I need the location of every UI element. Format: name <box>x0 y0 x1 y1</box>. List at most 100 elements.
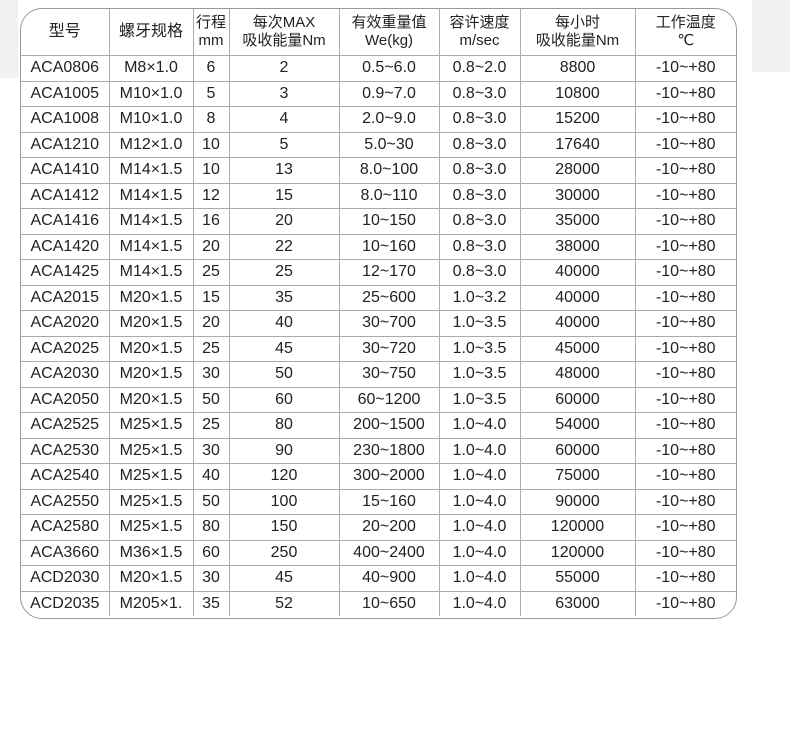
table-cell: ACA1412 <box>21 182 110 209</box>
header-text: 每次MAX <box>252 14 316 31</box>
table-cell: -10~+80 <box>634 463 736 490</box>
table-cell: 5 <box>192 80 230 107</box>
table-cell: -10~+80 <box>634 488 736 515</box>
table-cell: 1.0~3.2 <box>438 284 521 311</box>
table-cell: 10~150 <box>338 208 440 235</box>
table-row: ACA2540 M25×1.5 40 120 300~2000 1.0~4.0 75000-… <box>21 463 736 490</box>
table-cell: 38000 <box>519 233 636 260</box>
column-header: 行程 mm <box>192 9 230 56</box>
table-row: ACA2530 M25×1.5 30 90 230~1800 1.0~4.0 60000 -1… <box>21 437 736 464</box>
table-cell: 30 <box>192 565 230 592</box>
table-cell: 50 <box>228 361 340 388</box>
table-row: ACA2525 M25×1.5 25 80 200~1500 1.0~4.0 54000 -1… <box>21 412 736 439</box>
table-cell: 60~1200 <box>338 386 440 413</box>
table-cell: -10~+80 <box>634 539 736 566</box>
table-cell: 30~750 <box>338 361 440 388</box>
table-cell: 10 <box>192 157 230 184</box>
table-cell: 2.0~9.0 <box>338 106 440 133</box>
table-cell: 0.8~3.0 <box>438 208 521 235</box>
column-header: 容许速度 m/sec <box>438 9 521 56</box>
table-cell: 40000 <box>519 259 636 286</box>
table-cell: ACA2050 <box>21 386 110 413</box>
table-cell: M14×1.5 <box>108 182 194 209</box>
header-row: 型号 螺牙规格 行程 mm 每次MAX 吸收能量Nm 有效重量值 We(kg) 容许速度 m/se… <box>21 9 736 56</box>
table-cell: 25 <box>192 412 230 439</box>
table-cell: M12×1.0 <box>108 131 194 158</box>
table-cell: 30~700 <box>338 310 440 337</box>
table-cell: -10~+80 <box>634 106 736 133</box>
table-cell: 25 <box>192 335 230 362</box>
table-cell: ACA1005 <box>21 80 110 107</box>
table-cell: 15~160 <box>338 488 440 515</box>
header-text: m/sec <box>459 32 500 49</box>
table-cell: 1.0~4.0 <box>438 437 521 464</box>
header-text: mm <box>198 32 224 49</box>
table-cell: ACA1420 <box>21 233 110 260</box>
table-cell: -10~+80 <box>634 208 736 235</box>
table-cell: 0.8~3.0 <box>438 157 521 184</box>
header-text: 吸收能量Nm <box>242 32 326 49</box>
table-cell: 0.9~7.0 <box>338 80 440 107</box>
table-row: ACA1416 M14×1.5 16 20 10~150 0.8~3.0 35000 -10~… <box>21 208 736 235</box>
table-cell: M25×1.5 <box>108 488 194 515</box>
table-cell: 40~900 <box>338 565 440 592</box>
table-cell: 4 <box>228 106 340 133</box>
table-cell: 17640 <box>519 131 636 158</box>
table-cell: 8 <box>192 106 230 133</box>
table-cell: -10~+80 <box>634 437 736 464</box>
table-cell: 1.0~3.5 <box>438 310 521 337</box>
table-cell: M20×1.5 <box>108 386 194 413</box>
header-text: 每小时 <box>554 14 600 31</box>
table-cell: 35 <box>192 590 230 616</box>
table-cell: 45000 <box>519 335 636 362</box>
table-cell: M20×1.5 <box>108 335 194 362</box>
table-row: ACA2025 M20×1.5 25 45 30~720 1.0~3.5 45000 -10~… <box>21 335 736 362</box>
spec-table-container: 型号 螺牙规格 行程 mm 每次MAX 吸收能量Nm 有效重量值 We(kg) 容许速度 m/se… <box>20 8 737 619</box>
table-cell: ACD2030 <box>21 565 110 592</box>
table-cell: ACA2550 <box>21 488 110 515</box>
table-cell: 15 <box>228 182 340 209</box>
table-cell: M10×1.0 <box>108 80 194 107</box>
table-cell: ACA1008 <box>21 106 110 133</box>
table-cell: 300~2000 <box>338 463 440 490</box>
table-cell: 8800 <box>519 55 636 82</box>
table-cell: M20×1.5 <box>108 565 194 592</box>
table-cell: 50 <box>192 386 230 413</box>
table-cell: -10~+80 <box>634 259 736 286</box>
table-row: ACA2020 M20×1.5 20 40 30~700 1.0~3.5 40000 -10~… <box>21 310 736 337</box>
table-cell: 200~1500 <box>338 412 440 439</box>
table-cell: 90 <box>228 437 340 464</box>
table-cell: M20×1.5 <box>108 361 194 388</box>
table-cell: 0.8~3.0 <box>438 259 521 286</box>
table-row: ACA1210 M12×1.0 10 5 5.0~30 0.8~3.0 17640 -10~+… <box>21 131 736 158</box>
table-cell: 0.8~3.0 <box>438 131 521 158</box>
table-cell: 55000 <box>519 565 636 592</box>
table-cell: 30~720 <box>338 335 440 362</box>
table-cell: 52 <box>228 590 340 616</box>
header-text: ℃ <box>677 32 695 49</box>
table-cell: -10~+80 <box>634 80 736 107</box>
table-row: ACA2015 M20×1.5 15 35 25~600 1.0~3.2 40000 -10~… <box>21 284 736 311</box>
table-cell: 10800 <box>519 80 636 107</box>
table-row: ACA1425 M14×1.5 25 25 12~170 0.8~3.0 40000 -10~… <box>21 259 736 286</box>
header-text: 型号 <box>48 23 81 40</box>
table-cell: 12 <box>192 182 230 209</box>
table-row: ACA3660 M36×1.5 60 250 400~2400 1.0~4.0 120000… <box>21 539 736 566</box>
table-cell: M14×1.5 <box>108 157 194 184</box>
table-cell: 150 <box>228 514 340 541</box>
table-cell: ACA3660 <box>21 539 110 566</box>
table-cell: -10~+80 <box>634 233 736 260</box>
table-cell: 25 <box>192 259 230 286</box>
left-gray-panel <box>0 0 18 78</box>
table-cell: 5 <box>228 131 340 158</box>
table-cell: 20 <box>192 310 230 337</box>
table-cell: ACA2030 <box>21 361 110 388</box>
table-cell: -10~+80 <box>634 157 736 184</box>
table-row: ACA2580 M25×1.5 80 150 20~200 1.0~4.0 120000 -1… <box>21 514 736 541</box>
table-cell: 0.8~3.0 <box>438 106 521 133</box>
table-cell: ACA2525 <box>21 412 110 439</box>
table-cell: 20~200 <box>338 514 440 541</box>
header-text: We(kg) <box>364 32 414 49</box>
table-cell: ACA1425 <box>21 259 110 286</box>
table-cell: 15 <box>192 284 230 311</box>
